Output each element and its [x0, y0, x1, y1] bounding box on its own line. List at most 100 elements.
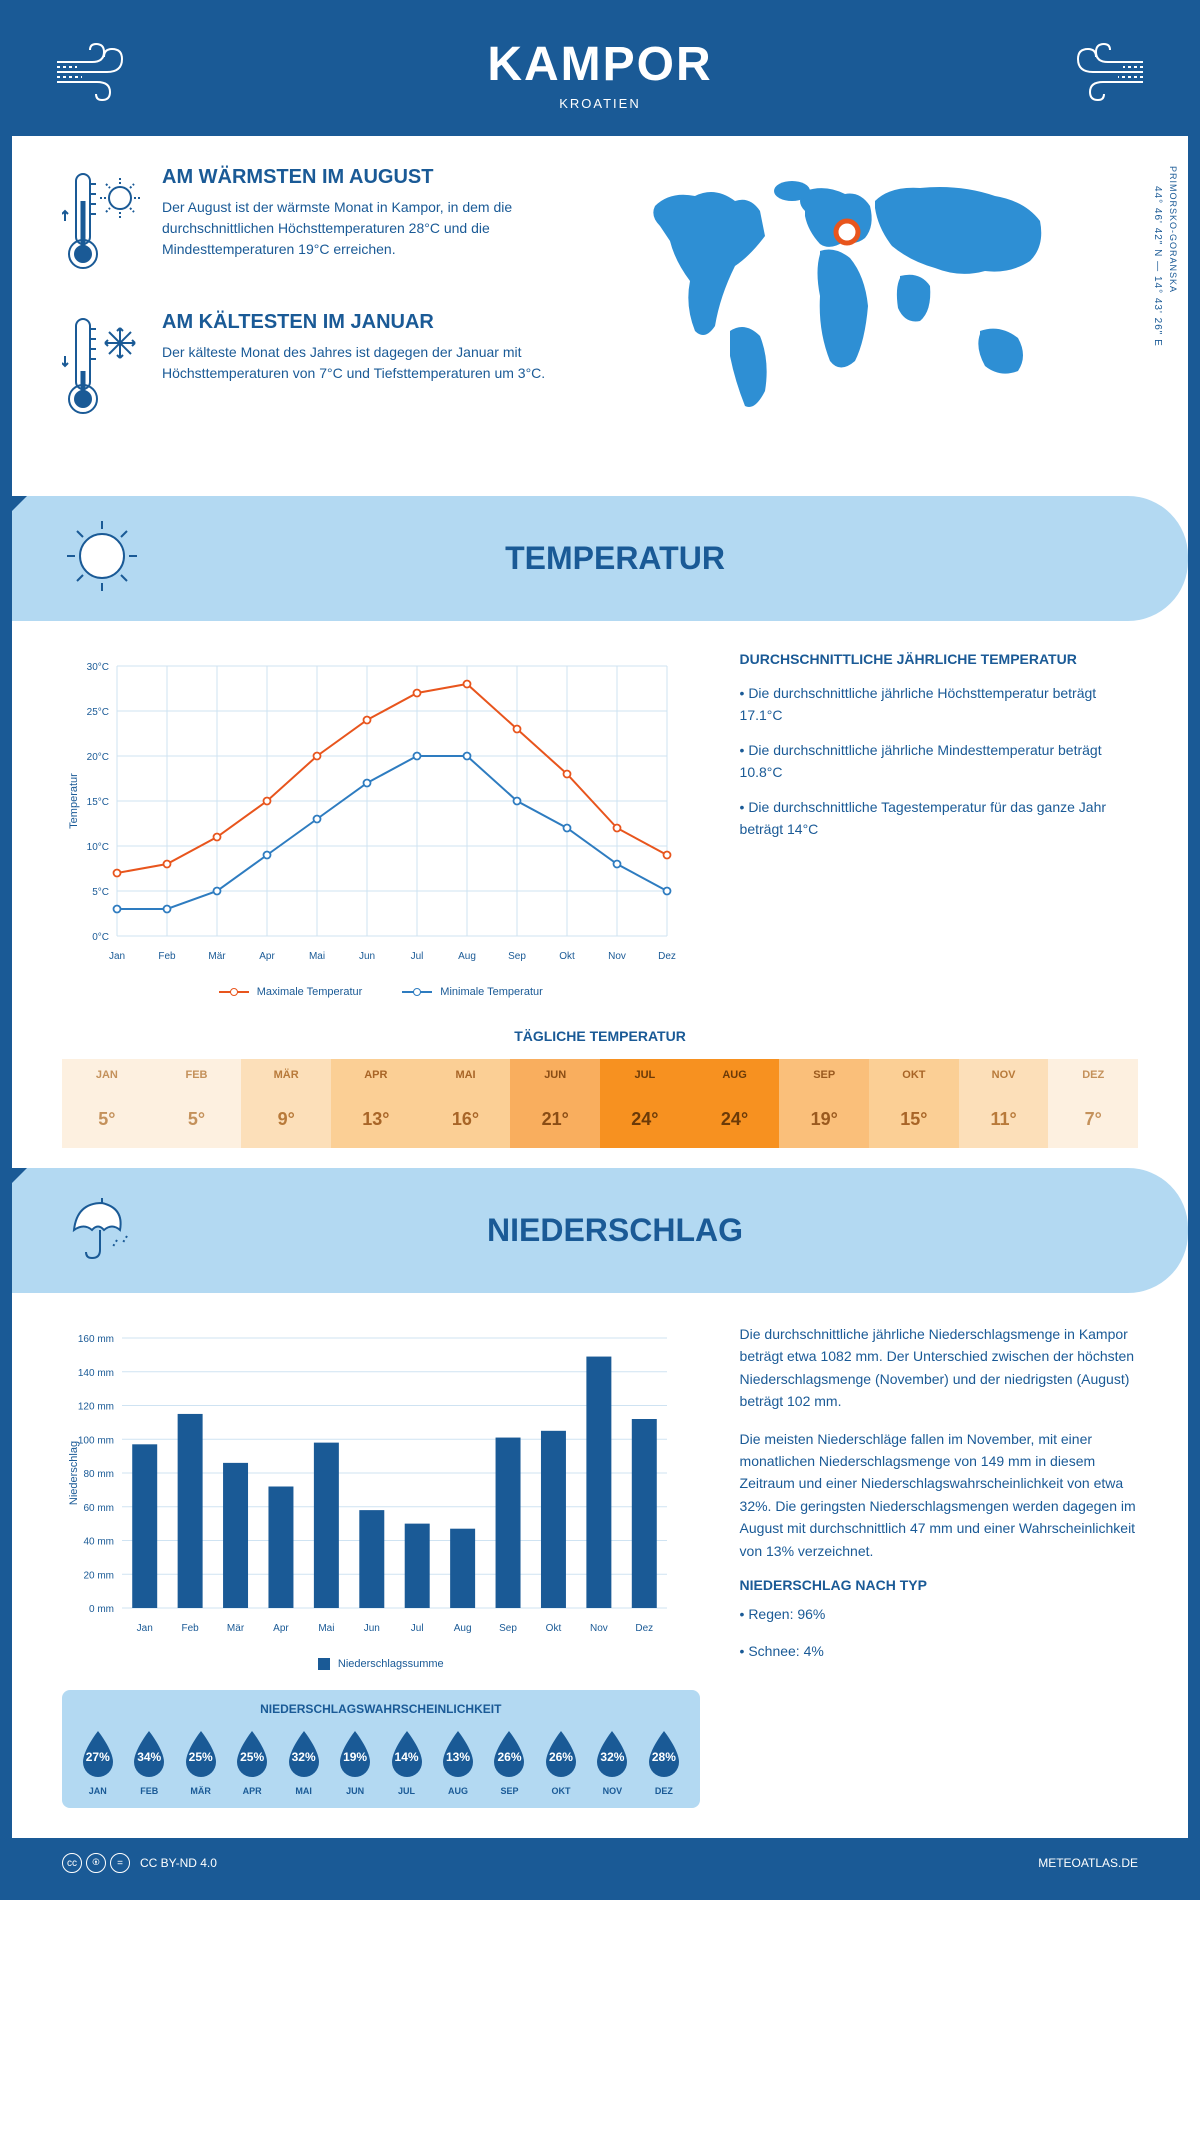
svg-text:0 mm: 0 mm: [89, 1604, 114, 1615]
coldest-block: AM KÄLTESTEN IM JANUAR Der kälteste Mona…: [62, 311, 580, 426]
svg-text:Apr: Apr: [259, 951, 275, 962]
temp-legend: Maximale Temperatur Minimale Temperatur: [62, 986, 700, 998]
svg-text:Jan: Jan: [137, 1623, 153, 1634]
precip-type-heading: NIEDERSCHLAG NACH TYP: [740, 1577, 1138, 1593]
svg-text:Jul: Jul: [411, 1623, 424, 1634]
svg-text:60 mm: 60 mm: [83, 1503, 114, 1514]
probability-drop: 32% NOV: [589, 1728, 636, 1796]
legend-min-label: Minimale Temperatur: [440, 986, 543, 998]
precipitation-heading: NIEDERSCHLAG: [172, 1212, 1058, 1249]
thermometer-cold-icon: [62, 311, 142, 426]
svg-text:Aug: Aug: [458, 951, 476, 962]
daily-cell: APR 13°: [331, 1059, 421, 1148]
wind-icon-right: [1058, 37, 1148, 112]
temperature-heading: TEMPERATUR: [172, 540, 1058, 577]
header: KAMPOR KROATIEN: [12, 12, 1188, 136]
temp-info-b3: • Die durchschnittliche Tagestemperatur …: [740, 796, 1138, 841]
svg-text:5°C: 5°C: [92, 887, 109, 898]
svg-text:Jun: Jun: [364, 1623, 380, 1634]
warmest-block: AM WÄRMSTEN IM AUGUST Der August ist der…: [62, 166, 580, 281]
precip-legend-label: Niederschlagssumme: [338, 1658, 444, 1670]
svg-text:Feb: Feb: [158, 951, 176, 962]
svg-text:80 mm: 80 mm: [83, 1469, 114, 1480]
temp-info-b2: • Die durchschnittliche jährliche Mindes…: [740, 739, 1138, 784]
precip-p2: Die meisten Niederschläge fallen im Nove…: [740, 1428, 1138, 1562]
probability-drop: 34% FEB: [125, 1728, 172, 1796]
page-subtitle: KROATIEN: [487, 96, 712, 111]
probability-drop: 14% JUL: [383, 1728, 430, 1796]
warmest-title: AM WÄRMSTEN IM AUGUST: [162, 166, 580, 189]
svg-text:120 mm: 120 mm: [78, 1402, 114, 1413]
probability-drop: 26% SEP: [486, 1728, 533, 1796]
svg-text:Dez: Dez: [658, 951, 676, 962]
daily-cell: JUL 24°: [600, 1059, 690, 1148]
coldest-text: Der kälteste Monat des Jahres ist dagege…: [162, 342, 580, 384]
svg-text:20 mm: 20 mm: [83, 1570, 114, 1581]
probability-box: NIEDERSCHLAGSWAHRSCHEINLICHKEIT 27% JAN …: [62, 1690, 700, 1808]
svg-text:Jul: Jul: [411, 951, 424, 962]
svg-text:Okt: Okt: [546, 1623, 562, 1634]
probability-drop: 27% JAN: [74, 1728, 121, 1796]
svg-text:Feb: Feb: [182, 1623, 200, 1634]
svg-text:15°C: 15°C: [87, 797, 109, 808]
svg-text:Nov: Nov: [590, 1623, 608, 1634]
svg-text:10°C: 10°C: [87, 842, 109, 853]
daily-temp-title: TÄGLICHE TEMPERATUR: [62, 1028, 1138, 1044]
probability-drop: 28% DEZ: [640, 1728, 687, 1796]
svg-text:Mai: Mai: [318, 1623, 334, 1634]
temp-info-heading: DURCHSCHNITTLICHE JÄHRLICHE TEMPERATUR: [740, 651, 1138, 667]
thermometer-hot-icon: [62, 166, 142, 281]
svg-text:Niederschlag: Niederschlag: [68, 1441, 80, 1505]
daily-cell: OKT 15°: [869, 1059, 959, 1148]
precip-rain: • Regen: 96%: [740, 1603, 1138, 1625]
svg-text:0°C: 0°C: [92, 932, 109, 943]
svg-text:40 mm: 40 mm: [83, 1537, 114, 1548]
daily-cell: JUN 21°: [510, 1059, 600, 1148]
svg-text:Jan: Jan: [109, 951, 125, 962]
temperature-banner: TEMPERATUR: [12, 496, 1188, 621]
daily-cell: NOV 11°: [959, 1059, 1049, 1148]
cc-icons: cc🅯=: [62, 1853, 130, 1873]
svg-text:Okt: Okt: [559, 951, 575, 962]
precipitation-banner: NIEDERSCHLAG: [12, 1168, 1188, 1293]
temperature-chart: 0°C 5°C 10°C 15°C 20°C 25°C 30°C Jan Feb Mär Apr Ma…: [62, 651, 700, 998]
probability-drop: 19% JUN: [331, 1728, 378, 1796]
svg-text:Nov: Nov: [608, 951, 626, 962]
svg-text:100 mm: 100 mm: [78, 1435, 114, 1446]
probability-title: NIEDERSCHLAGSWAHRSCHEINLICHKEIT: [74, 1702, 688, 1716]
precip-p1: Die durchschnittliche jährliche Niedersc…: [740, 1323, 1138, 1413]
svg-text:25°C: 25°C: [87, 707, 109, 718]
probability-drop: 25% MÄR: [177, 1728, 224, 1796]
daily-temp-grid: JAN 5° FEB 5° MÄR 9° APR 13° MAI 16° JUN…: [62, 1059, 1138, 1148]
daily-cell: SEP 19°: [779, 1059, 869, 1148]
daily-cell: DEZ 7°: [1048, 1059, 1138, 1148]
map-coordinates: 44° 46' 42" N — 14° 43' 26" E: [1152, 186, 1163, 347]
svg-text:30°C: 30°C: [87, 662, 109, 673]
svg-text:Mär: Mär: [208, 951, 226, 962]
warmest-text: Der August ist der wärmste Monat in Kamp…: [162, 197, 580, 260]
probability-drop: 26% OKT: [537, 1728, 584, 1796]
map-region: PRIMORSKO-GORANSKA: [1168, 166, 1178, 293]
site-name: METEOATLAS.DE: [1038, 1856, 1138, 1870]
svg-text:20°C: 20°C: [87, 752, 109, 763]
precip-legend: Niederschlagssumme: [62, 1658, 700, 1670]
svg-text:Temperatur: Temperatur: [68, 773, 80, 829]
probability-drop: 32% MAI: [280, 1728, 327, 1796]
svg-text:Mai: Mai: [309, 951, 325, 962]
svg-text:Mär: Mär: [227, 1623, 245, 1634]
umbrella-icon: [62, 1188, 142, 1273]
daily-cell: FEB 5°: [152, 1059, 242, 1148]
precip-snow: • Schnee: 4%: [740, 1640, 1138, 1662]
probability-drop: 13% AUG: [434, 1728, 481, 1796]
sun-icon: [62, 516, 142, 601]
probability-drop: 25% APR: [228, 1728, 275, 1796]
daily-cell: AUG 24°: [690, 1059, 780, 1148]
svg-text:Jun: Jun: [359, 951, 375, 962]
svg-text:Apr: Apr: [273, 1623, 289, 1634]
legend-max-label: Maximale Temperatur: [257, 986, 363, 998]
svg-text:Sep: Sep: [508, 951, 526, 962]
world-map: 44° 46' 42" N — 14° 43' 26" E PRIMORSKO-…: [620, 166, 1138, 456]
svg-text:Dez: Dez: [635, 1623, 653, 1634]
wind-icon-left: [52, 37, 142, 112]
coldest-title: AM KÄLTESTEN IM JANUAR: [162, 311, 580, 334]
